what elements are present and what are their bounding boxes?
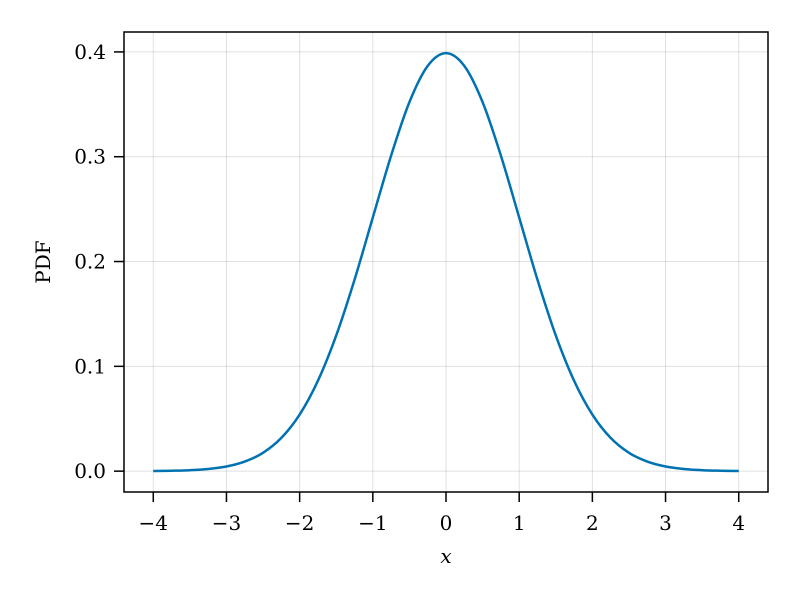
- x-tick-label: −1: [358, 511, 387, 535]
- x-tick-label: −2: [285, 511, 314, 535]
- y-tick-label: 0.3: [74, 145, 106, 169]
- ticks: −4 −3 −2 −1 0 1 2 3 4 0.0 0.1 0.2 0.3 0.4: [74, 40, 745, 535]
- x-tick-label: 3: [659, 511, 672, 535]
- y-axis-label: PDF: [31, 240, 55, 283]
- y-tick-label: 0.0: [74, 459, 106, 483]
- x-tick-label: 4: [732, 511, 745, 535]
- y-tick-label: 0.2: [74, 250, 106, 274]
- y-tick-label: 0.4: [74, 40, 106, 64]
- x-tick-label: 2: [586, 511, 599, 535]
- y-tick-label: 0.1: [74, 354, 106, 378]
- grid: [124, 32, 768, 492]
- x-tick-label: −3: [212, 511, 241, 535]
- pdf-curve: [153, 51, 739, 473]
- x-axis-label: x: [440, 544, 451, 568]
- x-tick-label: 0: [440, 511, 453, 535]
- x-tick-label: −4: [139, 511, 168, 535]
- x-tick-label: 1: [513, 511, 526, 535]
